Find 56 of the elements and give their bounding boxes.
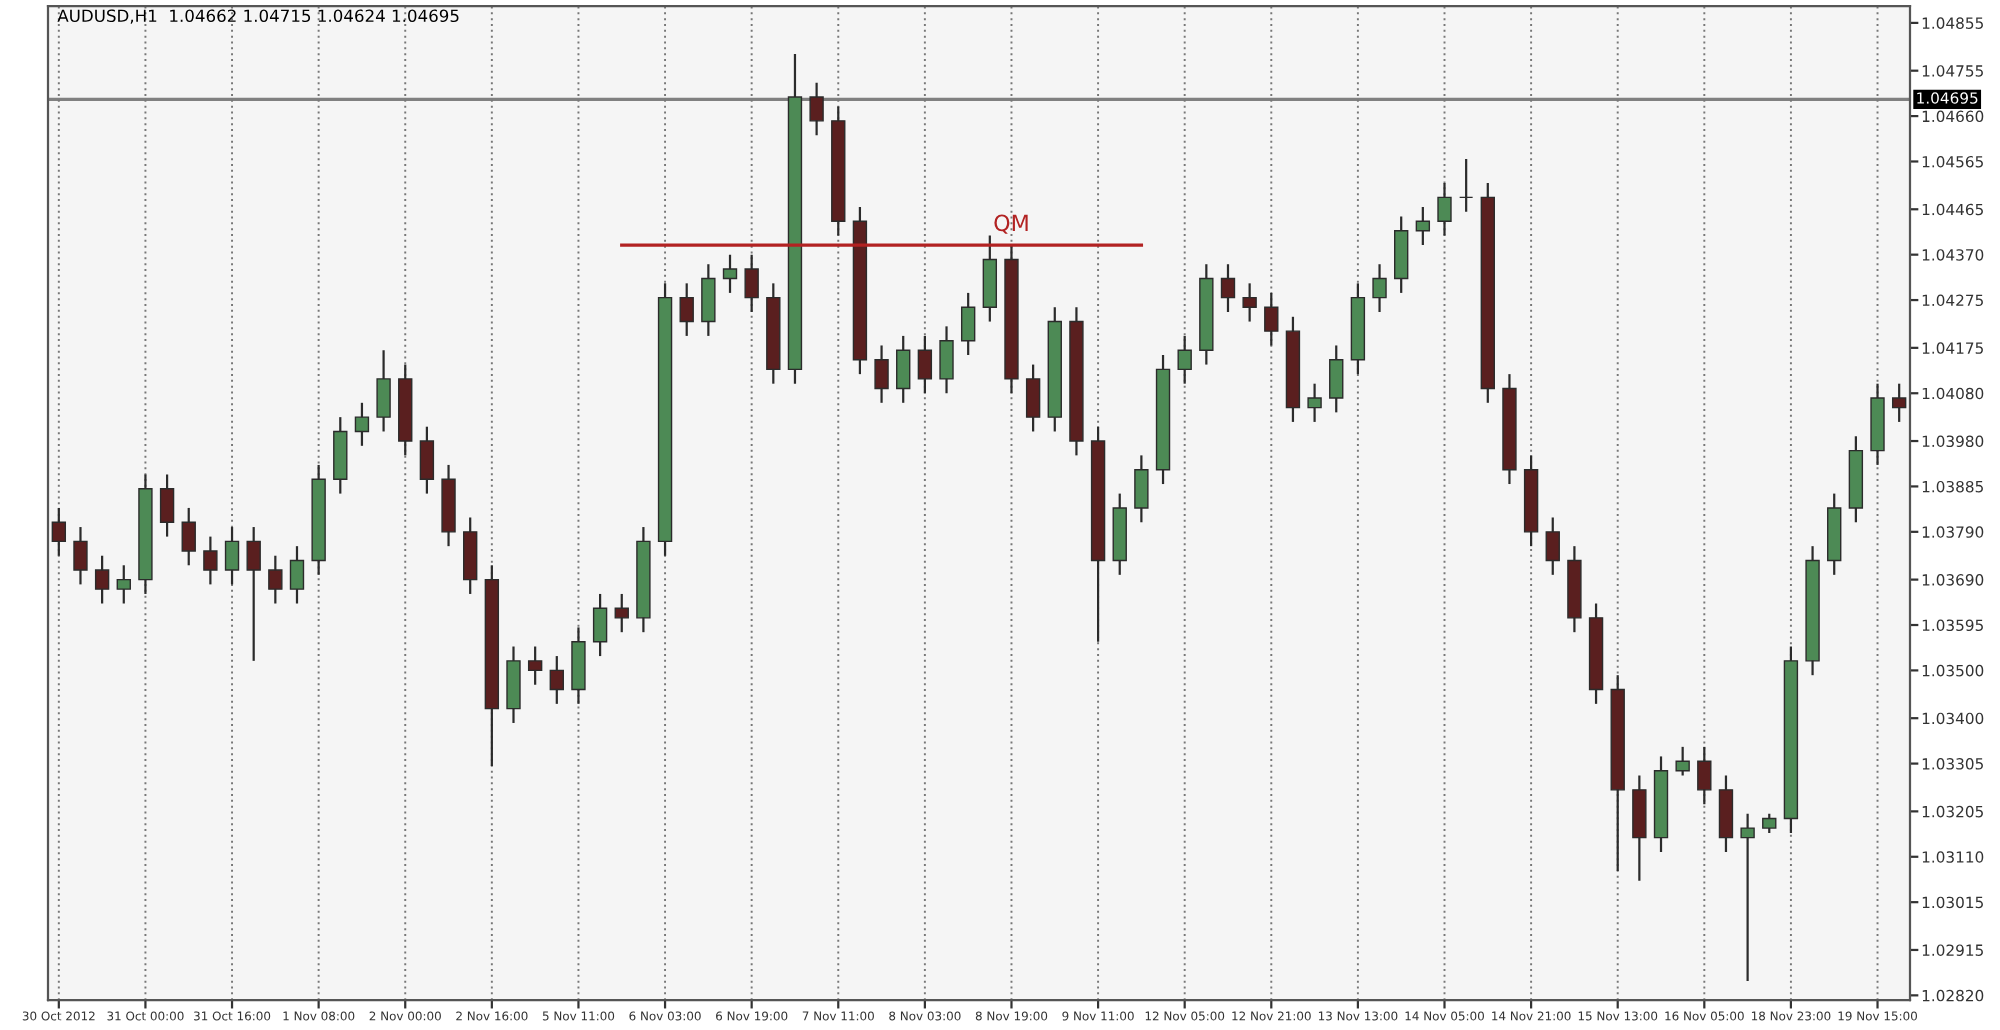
candlestick <box>268 554 283 605</box>
candlestick <box>1632 774 1647 882</box>
candlestick <box>571 626 586 705</box>
candlestick <box>701 263 716 338</box>
candlestick <box>116 564 131 605</box>
candlestick <box>1242 282 1257 323</box>
candlestick <box>203 535 218 586</box>
candlestick <box>1264 291 1279 347</box>
candlestick <box>333 416 348 495</box>
candlestick <box>722 253 738 295</box>
candlestick <box>354 401 370 447</box>
candlestick <box>1394 215 1409 295</box>
candlestick <box>939 325 954 395</box>
candlestick <box>1372 263 1387 314</box>
candlestick <box>224 525 240 586</box>
candlestick <box>874 344 889 404</box>
candlestick <box>960 291 976 357</box>
candlestick <box>1740 812 1755 983</box>
candlestick <box>246 525 261 662</box>
candlestick <box>506 645 521 725</box>
candlestick <box>1718 774 1734 854</box>
candlestick <box>419 425 435 495</box>
candlestick <box>159 473 175 538</box>
candlestick <box>1762 812 1777 834</box>
candlestick <box>614 592 629 634</box>
chart-title: AUDUSD,H1 1.04662 1.04715 1.04624 1.04695 <box>57 9 459 24</box>
candlestick <box>592 592 608 658</box>
candlestick <box>917 334 933 395</box>
candlestick <box>809 81 824 137</box>
candlestick <box>1437 181 1452 237</box>
candlestick <box>1134 454 1149 524</box>
candlestick <box>1177 334 1192 385</box>
annotation: QM <box>994 214 1028 234</box>
candlestick <box>1545 516 1560 576</box>
candlestick <box>289 545 305 605</box>
candlestick <box>1891 382 1907 424</box>
candlestick <box>1697 745 1712 806</box>
candlestick <box>1307 382 1322 424</box>
candlestick <box>896 334 911 404</box>
candlestick <box>1415 205 1431 247</box>
candlestick <box>1329 344 1344 414</box>
candlestick <box>1675 745 1690 777</box>
candlestick <box>1220 263 1236 314</box>
candlestick <box>73 525 88 586</box>
candlestick <box>982 234 998 323</box>
candlestick <box>679 282 694 338</box>
candlestick <box>51 506 67 557</box>
candlestick <box>463 516 478 596</box>
candlestick <box>1458 157 1474 213</box>
candlestick <box>527 645 543 686</box>
candlestick <box>549 654 564 705</box>
candlestick <box>94 554 110 605</box>
candlestick <box>181 506 196 567</box>
candlestick <box>1025 363 1041 433</box>
candlestick <box>376 349 391 433</box>
candlestick <box>744 253 759 314</box>
